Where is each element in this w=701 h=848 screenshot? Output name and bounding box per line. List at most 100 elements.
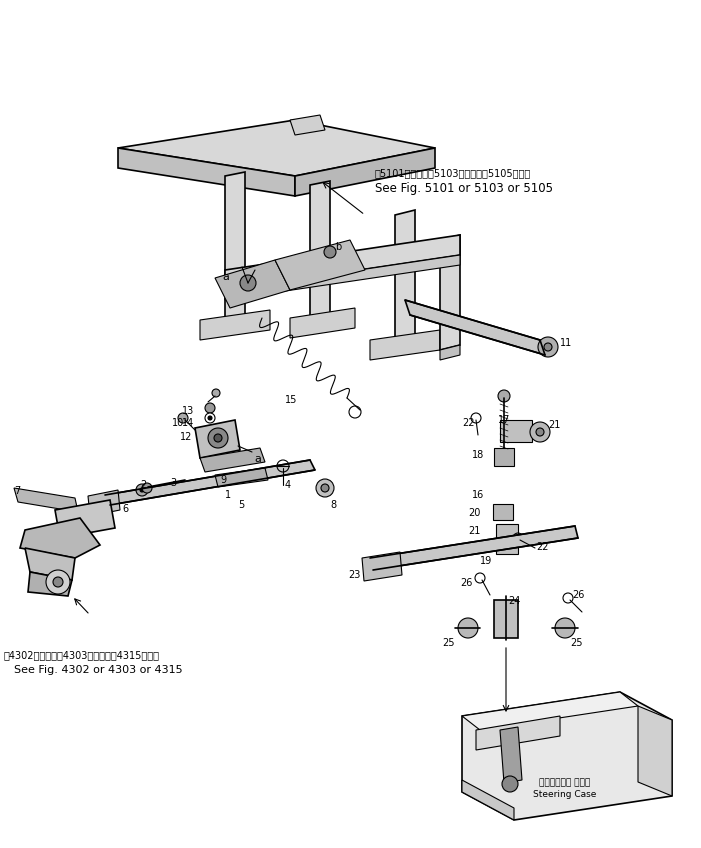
Text: 2: 2 (140, 480, 147, 490)
Polygon shape (225, 235, 460, 290)
Text: b: b (335, 242, 341, 252)
Polygon shape (295, 148, 435, 196)
Polygon shape (405, 300, 545, 355)
Text: 21: 21 (548, 420, 560, 430)
Text: 20: 20 (468, 508, 480, 518)
Circle shape (324, 246, 336, 258)
Polygon shape (25, 548, 75, 580)
Circle shape (214, 434, 222, 442)
Text: 6: 6 (122, 504, 128, 514)
Text: 第4302図または第4303図または第4315図参照: 第4302図または第4303図または第4315図参照 (4, 650, 160, 660)
Circle shape (544, 343, 552, 351)
Bar (493, 504, 513, 520)
Polygon shape (462, 692, 638, 730)
Polygon shape (225, 320, 245, 332)
Polygon shape (462, 692, 672, 820)
Text: 25: 25 (570, 638, 583, 648)
Text: a: a (222, 272, 229, 282)
Polygon shape (20, 518, 100, 558)
Text: 26: 26 (572, 590, 585, 600)
Circle shape (136, 484, 148, 496)
Text: 13: 13 (182, 406, 194, 416)
Text: 5: 5 (238, 500, 244, 510)
Text: 1: 1 (225, 490, 231, 500)
Circle shape (205, 413, 215, 423)
Polygon shape (28, 572, 72, 596)
Polygon shape (118, 120, 435, 176)
Polygon shape (440, 345, 460, 360)
Circle shape (178, 413, 188, 423)
Text: a: a (254, 454, 261, 464)
Circle shape (502, 776, 518, 792)
Text: Steering Case: Steering Case (533, 790, 597, 799)
Bar (496, 524, 518, 554)
Polygon shape (395, 210, 415, 345)
Polygon shape (275, 240, 365, 290)
Text: 22: 22 (462, 418, 475, 428)
Bar (494, 600, 518, 638)
Text: 25: 25 (442, 638, 454, 648)
Circle shape (240, 275, 256, 291)
Circle shape (316, 479, 334, 497)
Polygon shape (225, 255, 460, 300)
Polygon shape (215, 260, 290, 308)
Circle shape (46, 570, 70, 594)
Circle shape (212, 389, 220, 397)
Text: 3: 3 (170, 478, 176, 488)
Circle shape (205, 403, 215, 413)
Circle shape (140, 488, 144, 492)
Circle shape (498, 390, 510, 402)
Text: 17: 17 (498, 415, 510, 425)
Text: 22: 22 (536, 542, 548, 552)
Text: 8: 8 (330, 500, 336, 510)
Polygon shape (290, 308, 355, 338)
Circle shape (555, 618, 575, 638)
Polygon shape (370, 526, 578, 570)
Circle shape (208, 416, 212, 420)
Text: 19: 19 (480, 556, 492, 566)
Text: 4: 4 (285, 480, 291, 490)
Text: 26: 26 (460, 578, 472, 588)
Polygon shape (195, 420, 240, 458)
Text: 12: 12 (180, 432, 192, 442)
Text: 第5101図または第5103図または第5105図参照: 第5101図または第5103図または第5105図参照 (375, 168, 531, 178)
Polygon shape (105, 460, 315, 505)
Polygon shape (476, 716, 560, 750)
Text: 10: 10 (172, 418, 184, 428)
Polygon shape (638, 706, 672, 796)
Polygon shape (14, 488, 78, 512)
Polygon shape (440, 235, 460, 350)
Circle shape (536, 428, 544, 436)
Polygon shape (215, 468, 268, 487)
Text: 15: 15 (285, 395, 297, 405)
Polygon shape (310, 320, 330, 334)
Polygon shape (118, 148, 295, 196)
Circle shape (142, 483, 152, 493)
Circle shape (458, 618, 478, 638)
Text: ステアリング ケース: ステアリング ケース (539, 778, 591, 787)
Text: 14: 14 (182, 418, 194, 428)
Polygon shape (500, 727, 522, 783)
Text: 9: 9 (220, 475, 226, 485)
Circle shape (530, 422, 550, 442)
Polygon shape (362, 552, 402, 581)
Text: 7: 7 (14, 486, 20, 496)
Circle shape (321, 484, 329, 492)
Bar (500, 420, 532, 442)
Circle shape (538, 337, 558, 357)
Polygon shape (200, 310, 270, 340)
Polygon shape (200, 448, 265, 472)
Polygon shape (55, 500, 115, 538)
Text: 16: 16 (472, 490, 484, 500)
Circle shape (208, 428, 228, 448)
Text: 23: 23 (348, 570, 360, 580)
Polygon shape (395, 340, 415, 355)
Bar (494, 448, 514, 466)
Text: 18: 18 (472, 450, 484, 460)
Text: 24: 24 (508, 596, 520, 606)
Polygon shape (310, 181, 330, 324)
Polygon shape (290, 115, 325, 135)
Text: See Fig. 5101 or 5103 or 5105: See Fig. 5101 or 5103 or 5105 (375, 182, 553, 195)
Polygon shape (370, 330, 440, 360)
Polygon shape (462, 780, 514, 820)
